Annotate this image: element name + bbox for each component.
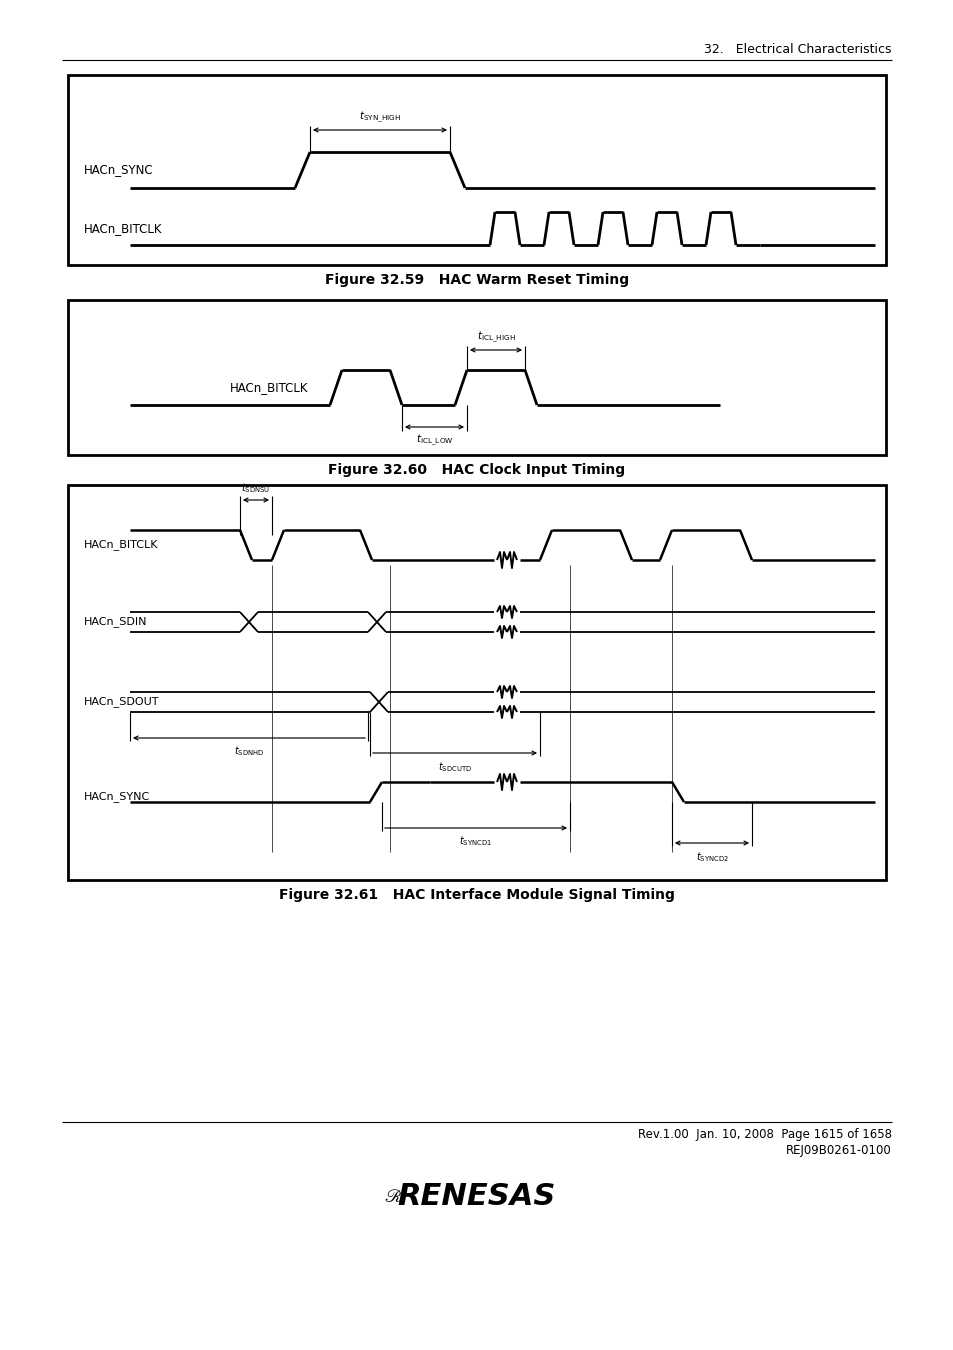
Bar (68, 485, 885, 880)
Text: 32.   Electrical Characteristics: 32. Electrical Characteristics (703, 43, 891, 55)
Text: HACn_BITCLK: HACn_BITCLK (84, 221, 162, 235)
Text: $t_{\rm SDNSU}$: $t_{\rm SDNSU}$ (241, 481, 271, 495)
Text: HACn_BITCLK: HACn_BITCLK (84, 540, 158, 551)
Text: HACn_BITCLK: HACn_BITCLK (230, 381, 308, 394)
Text: Figure 32.59   HAC Warm Reset Timing: Figure 32.59 HAC Warm Reset Timing (325, 273, 628, 288)
Text: Figure 32.61   HAC Interface Module Signal Timing: Figure 32.61 HAC Interface Module Signal… (279, 888, 674, 902)
Text: HACn_SYNC: HACn_SYNC (84, 163, 153, 177)
Text: $t_{\rm ICL\_HIGH}$: $t_{\rm ICL\_HIGH}$ (476, 329, 515, 346)
Text: $t_{\rm SDNHD}$: $t_{\rm SDNHD}$ (233, 744, 264, 757)
Bar (68, 300, 885, 455)
Text: $t_{\rm SDCUTD}$: $t_{\rm SDCUTD}$ (437, 760, 472, 774)
Text: $t_{\rm ICL\_LOW}$: $t_{\rm ICL\_LOW}$ (416, 433, 454, 448)
Text: HACn_SYNC: HACn_SYNC (84, 791, 150, 802)
Text: $t_{\rm SYNCD2}$: $t_{\rm SYNCD2}$ (695, 850, 728, 864)
Text: Rev.1.00  Jan. 10, 2008  Page 1615 of 1658: Rev.1.00 Jan. 10, 2008 Page 1615 of 1658 (638, 1129, 891, 1141)
Text: HACn_SDIN: HACn_SDIN (84, 617, 148, 628)
Text: Figure 32.60   HAC Clock Input Timing: Figure 32.60 HAC Clock Input Timing (328, 463, 625, 477)
Bar (68, 76, 885, 265)
Text: $t_{\rm SYNCD1}$: $t_{\rm SYNCD1}$ (459, 834, 492, 848)
Text: REJ09B0261-0100: REJ09B0261-0100 (785, 1143, 891, 1157)
Text: HACn_SDOUT: HACn_SDOUT (84, 697, 159, 707)
Text: $\mathscr{R}$: $\mathscr{R}$ (384, 1188, 401, 1206)
Text: $t_{\rm SYN\_HIGH}$: $t_{\rm SYN\_HIGH}$ (358, 109, 400, 126)
Text: RENESAS: RENESAS (397, 1183, 556, 1211)
